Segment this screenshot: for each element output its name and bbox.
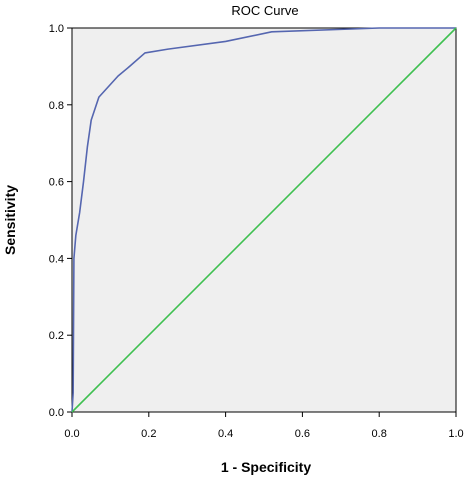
x-axis-title: 1 - Specificity xyxy=(221,459,311,475)
tick-labels: 0.0 0.2 0.4 0.6 0.8 1.0 0.0 0.2 0.4 0.6 0.8 1.0 xyxy=(49,23,464,440)
y-tick-label: 0.6 xyxy=(49,177,64,189)
y-tick-label: 0.8 xyxy=(49,100,64,112)
reference-diagonal-line xyxy=(71,27,457,413)
x-tick-label: 1.0 xyxy=(448,428,463,440)
y-axis-title: Sensitivity xyxy=(2,185,18,255)
x-tick-label: 0.6 xyxy=(295,428,310,440)
axis-ticks xyxy=(67,27,457,417)
chart-title: ROC Curve xyxy=(231,3,298,18)
y-tick-label: 1.0 xyxy=(49,23,64,35)
roc-curve-line xyxy=(71,27,456,413)
x-tick-label: 0.8 xyxy=(372,428,387,440)
y-tick-label: 0.2 xyxy=(49,330,64,342)
y-tick-label: 0.4 xyxy=(49,253,64,265)
x-tick-label: 0.2 xyxy=(141,428,156,440)
x-tick-label: 0.4 xyxy=(218,428,233,440)
y-tick-label: 0.0 xyxy=(49,407,64,419)
x-tick-label: 0.0 xyxy=(64,428,79,440)
series-lines xyxy=(71,27,457,413)
